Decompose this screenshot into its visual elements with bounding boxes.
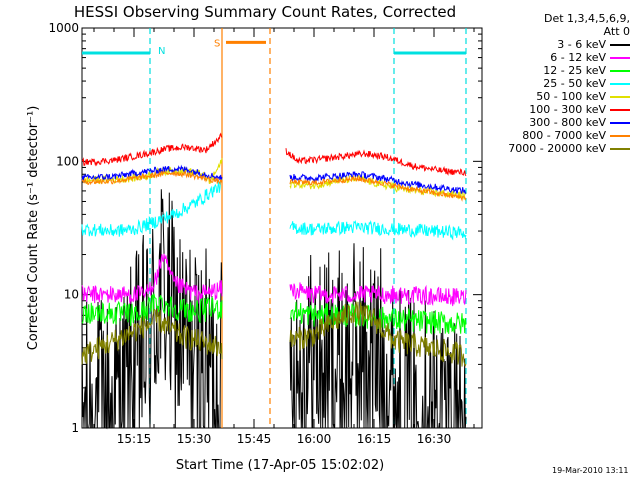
legend-entry-swatch: [610, 135, 630, 137]
series-line-3: [81, 178, 223, 237]
series-line-8: [81, 308, 223, 365]
x-tick-label: 15:30: [177, 432, 212, 446]
legend-entry-label: 12 - 25 keV: [543, 64, 606, 77]
saa-label: S: [214, 38, 220, 49]
legend-entry-label: 800 - 7000 keV: [522, 129, 606, 142]
y-tick-label: 100: [56, 154, 79, 168]
legend-entry-label: 50 - 100 keV: [536, 90, 606, 103]
legend-entry-swatch: [610, 44, 630, 46]
legend-entry-label: 100 - 300 keV: [529, 103, 606, 116]
legend: Det 1,3,4,5,6,9, Att 0 3 - 6 keV 6 - 12 k…: [484, 12, 634, 155]
x-tick-label: 15:15: [117, 432, 152, 446]
date-stamp: 19-Mar-2010 13:11: [552, 466, 629, 475]
x-axis-label: Start Time (17-Apr-05 15:02:02): [176, 458, 384, 473]
night-label: N: [158, 46, 165, 57]
series-line-7: [289, 174, 467, 202]
legend-entry: 300 - 800 keV: [484, 116, 634, 129]
series-line-7: [81, 170, 223, 186]
legend-entry-swatch: [610, 96, 630, 98]
legend-title-detectors: Det 1,3,4,5,6,9,: [543, 12, 630, 25]
legend-entry-label: 300 - 800 keV: [529, 116, 606, 129]
series-line-5: [285, 148, 467, 177]
legend-entry: 3 - 6 keV: [484, 38, 634, 51]
y-tick-label: 1: [71, 421, 79, 435]
series-line-3: [289, 219, 467, 241]
series-line-1: [81, 253, 223, 304]
x-tick-label: 16:00: [297, 432, 332, 446]
series-line-2: [289, 301, 467, 335]
chart-title: HESSI Observing Summary Count Rates, Cor…: [74, 3, 456, 21]
legend-entry: 6 - 12 keV: [484, 51, 634, 64]
legend-entry-swatch: [610, 122, 630, 124]
legend-entry-swatch: [610, 109, 630, 111]
x-tick-label: 16:30: [417, 432, 452, 446]
series-line-5: [81, 132, 223, 167]
plot-area: 1 10 100 1000 15:15 15:30 15:45 16:00 16:15 16:30…: [48, 21, 483, 446]
y-tick-label: 10: [64, 288, 79, 302]
legend-entry: 50 - 100 keV: [484, 90, 634, 103]
legend-entry-swatch: [610, 70, 630, 72]
legend-entry: 7000 - 20000 keV: [484, 142, 634, 155]
y-tick-label: 1000: [48, 21, 79, 35]
series-line-8: [289, 301, 467, 367]
series-line-4: [289, 174, 467, 200]
legend-entry-label: 6 - 12 keV: [550, 51, 606, 64]
legend-entry-swatch: [610, 57, 630, 59]
legend-entry: 800 - 7000 keV: [484, 129, 634, 142]
legend-entry-swatch: [610, 83, 630, 85]
legend-entry-label: 25 - 50 keV: [543, 77, 606, 90]
legend-entry: 25 - 50 keV: [484, 77, 634, 90]
legend-title-attenuator: Att 0: [603, 25, 630, 38]
series-line-2: [81, 293, 223, 327]
legend-entry-swatch: [610, 148, 630, 150]
series-line-1: [289, 282, 467, 307]
legend-entry: 100 - 300 keV: [484, 103, 634, 116]
series-line-4: [81, 158, 223, 185]
legend-entry-label: 3 - 6 keV: [557, 38, 606, 51]
x-tick-label: 15:45: [237, 432, 272, 446]
x-tick-label: 16:15: [357, 432, 392, 446]
y-axis-label: Corrected Count Rate (s⁻¹ detector⁻¹): [26, 106, 41, 351]
legend-entry: 12 - 25 keV: [484, 64, 634, 77]
legend-entry-label: 7000 - 20000 keV: [508, 142, 606, 155]
series-line-0: [289, 243, 467, 429]
series-line-6: [289, 171, 467, 195]
series-line-0: [81, 189, 223, 430]
